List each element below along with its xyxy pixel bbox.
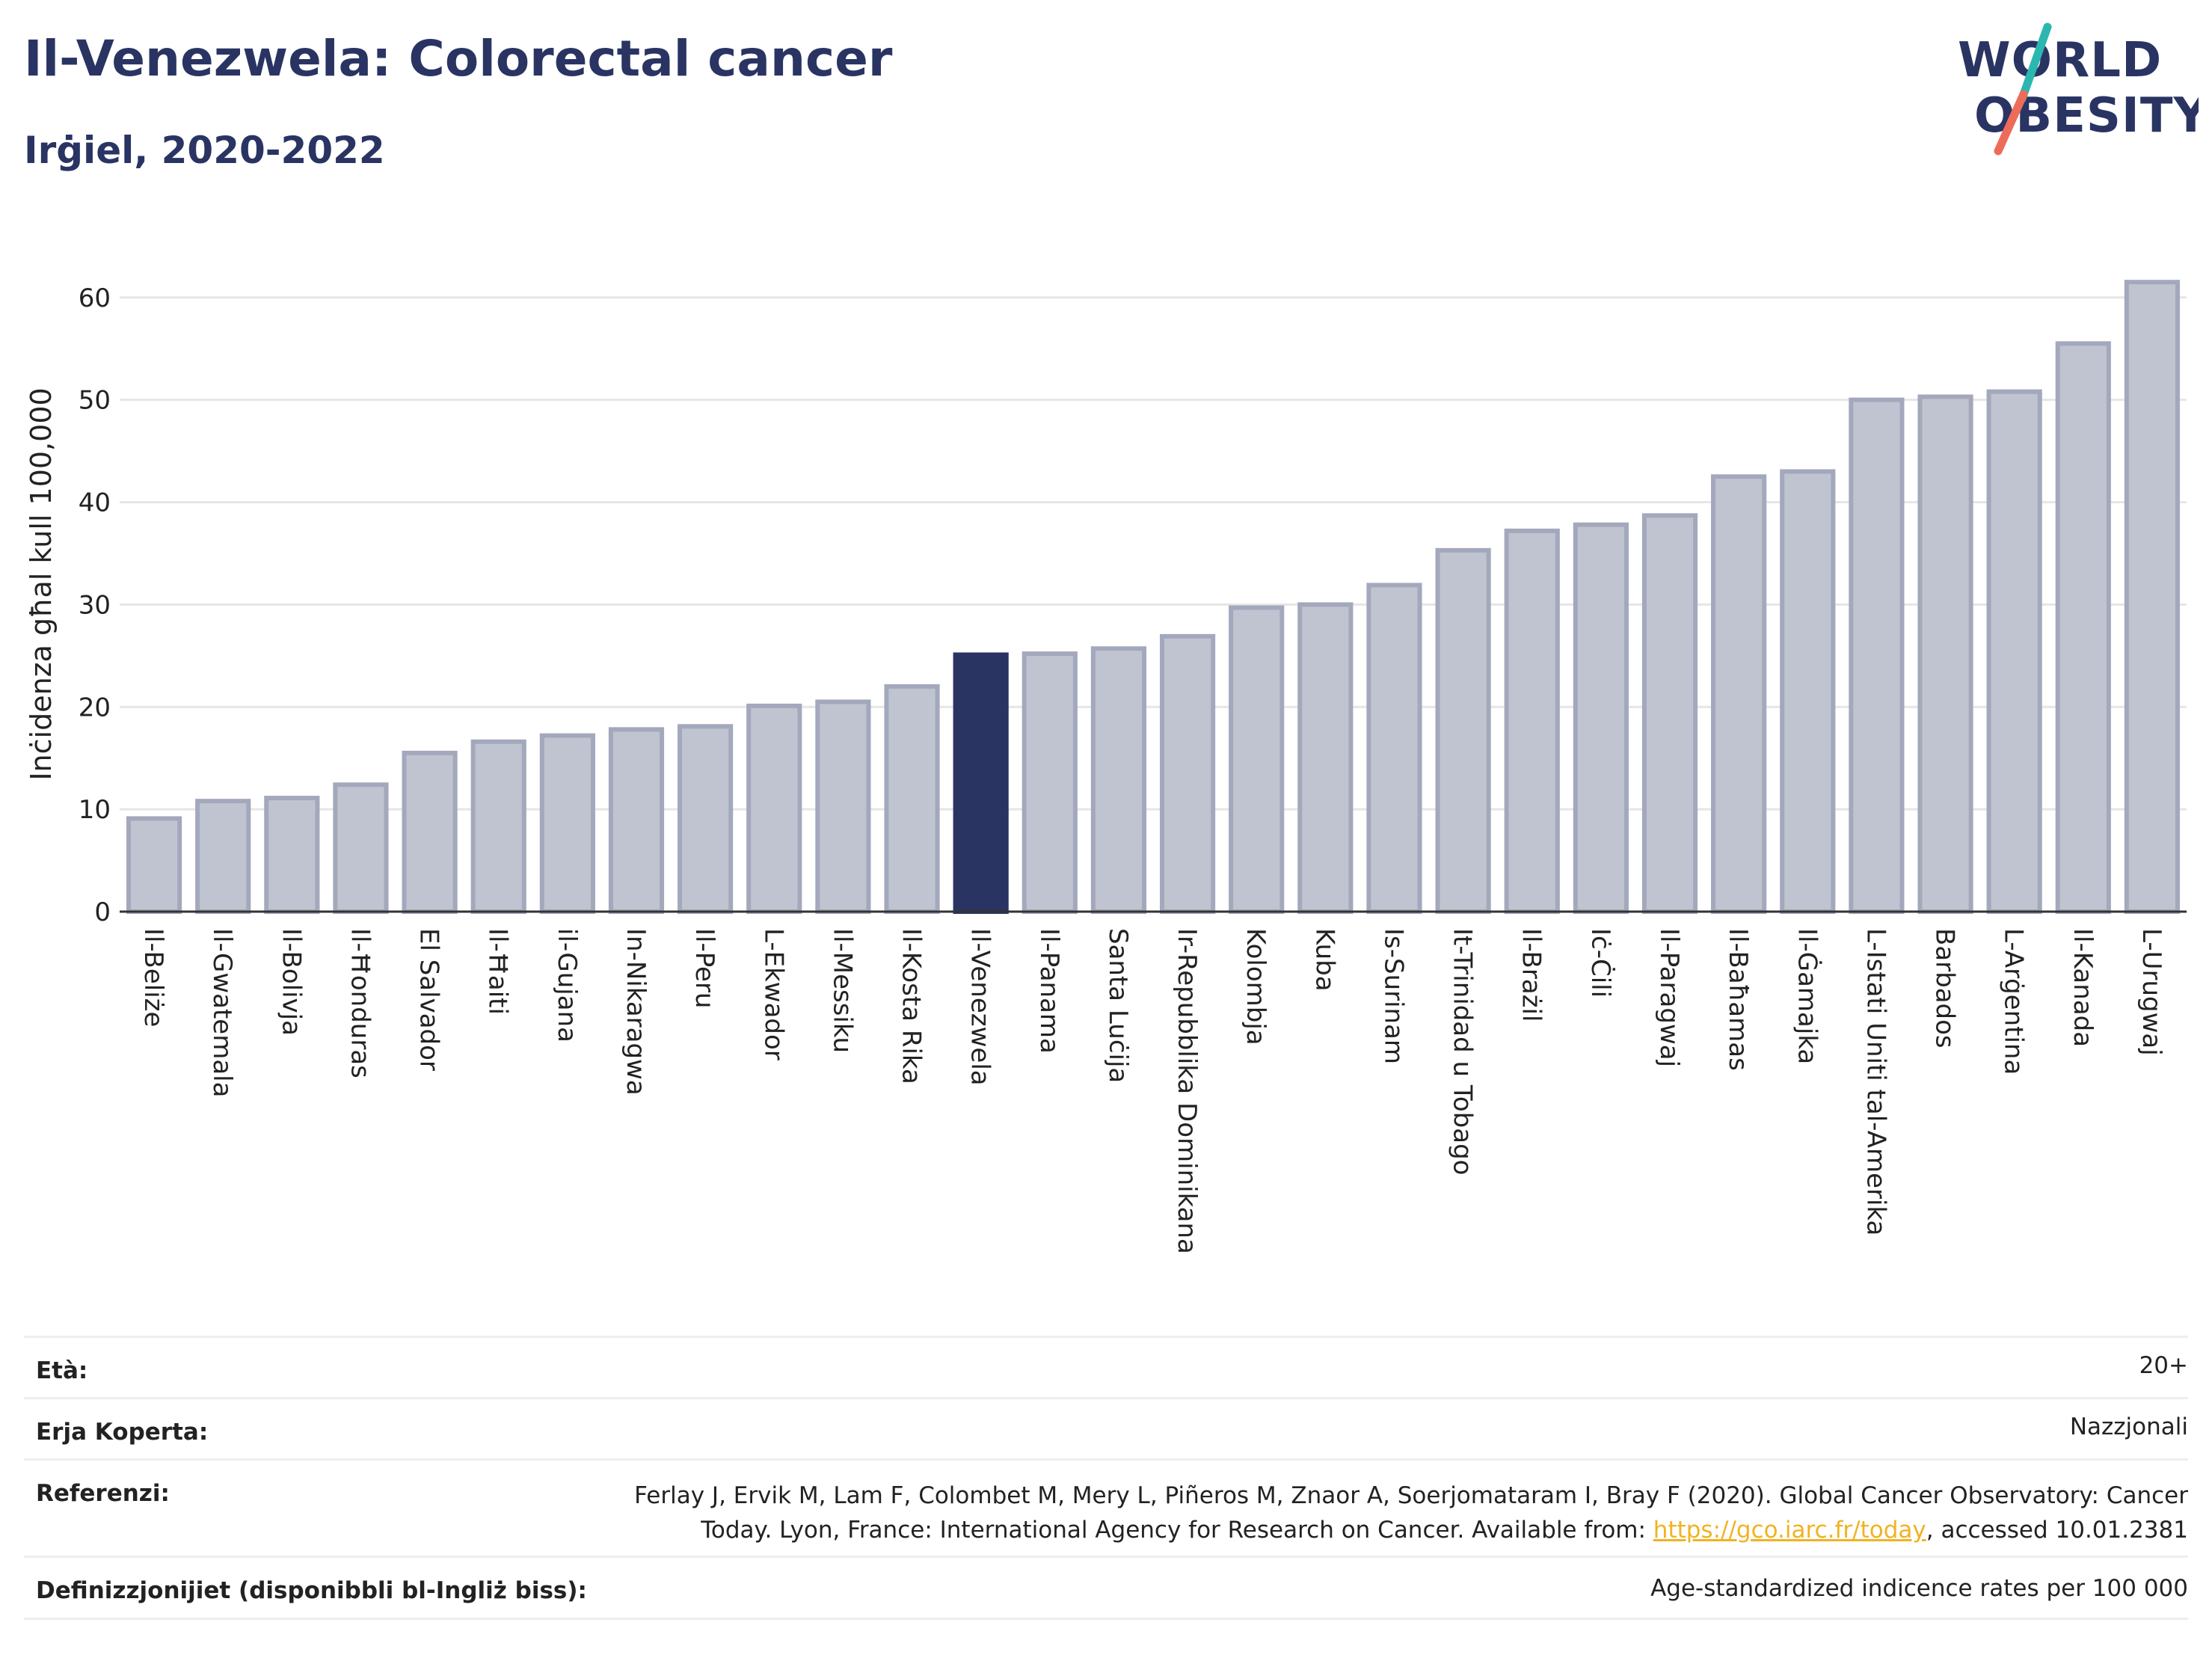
bar: [2124, 280, 2181, 914]
bar: [1711, 474, 1767, 914]
x-tick-label: Kolombja: [1241, 928, 1271, 1045]
bar: [1849, 397, 1905, 914]
grid-lines: [120, 296, 2187, 811]
bar: [2055, 341, 2111, 914]
coverage-value: Nazzjonali: [2069, 1413, 2188, 1440]
chart-title: Il-Venezwela: Colorectal cancer: [24, 30, 893, 87]
bar: [678, 724, 734, 914]
x-tick-label: Il-Panama: [1034, 928, 1064, 1054]
x-tick-label: Il-Kosta Rika: [897, 928, 927, 1084]
references-line-2-pre: Today. Lyon, France: International Agenc…: [701, 1517, 1653, 1544]
references-link[interactable]: https://gco.iarc.fr/today: [1653, 1517, 1926, 1544]
meta-row-coverage: Erja Koperta: Nazzjonali: [24, 1397, 2188, 1459]
bar: [1021, 651, 1078, 914]
x-tick-label: El Salvador: [414, 928, 444, 1071]
x-tick-label: Iċ-Ċili: [1585, 928, 1616, 998]
x-tick-label: Il-Messiku: [827, 928, 857, 1053]
x-tick-label: Il-Venezwela: [965, 928, 995, 1086]
x-tick-label: Barbados: [1930, 928, 1960, 1048]
logo-slash-teal: [2018, 22, 2052, 103]
x-tick-label: Il-Bolivja: [276, 928, 306, 1036]
logo-slash-coral: [1994, 90, 2028, 156]
bar: [402, 750, 458, 914]
y-tick-label: 40: [79, 488, 111, 518]
bar: [1090, 646, 1147, 914]
y-tick-label: 50: [79, 386, 111, 416]
x-tick-label: Il-Brażil: [1517, 928, 1546, 1022]
x-tick-label: Il-Paragwaj: [1654, 928, 1684, 1067]
age-label: Età:: [36, 1357, 88, 1384]
y-axis-ticks: 0 10 20 30 40 50 60: [79, 283, 111, 927]
x-tick-label: L-Arġentina: [1999, 928, 2029, 1075]
x-tick-label: Santa Luċija: [1103, 928, 1133, 1083]
bar: [746, 703, 802, 914]
x-tick-label: In-Nikaragwa: [621, 928, 651, 1096]
x-tick-label: L-Urugwaj: [2136, 928, 2166, 1056]
bar: [1229, 605, 1285, 914]
references-line-1: Ferlay J, Ervik M, Lam F, Colombet M, Me…: [634, 1482, 2188, 1509]
x-tick-label: Il-Ħaiti: [483, 928, 513, 1015]
y-tick-label: 20: [79, 693, 111, 722]
definitions-value: Age-standardized indicence rates per 100…: [1650, 1575, 2188, 1602]
world-obesity-logo: WORLD OBESITY: [1958, 22, 2199, 156]
bar: [195, 799, 251, 915]
x-tick-label: Is-Surinam: [1378, 928, 1408, 1064]
bar: [1573, 522, 1629, 914]
x-tick-label: Ir-Repubblika Dominikana: [1172, 928, 1202, 1254]
x-tick-label: il-Gujana: [552, 928, 582, 1043]
y-tick-label: 30: [79, 590, 111, 620]
bar: [815, 699, 871, 914]
x-tick-label: L-Ekwador: [758, 928, 788, 1060]
bar: [333, 782, 389, 915]
y-tick-label: 60: [79, 283, 111, 313]
references-line-2-post: , accessed 10.01.2381: [1926, 1517, 2188, 1544]
bars: [126, 280, 2181, 915]
references-text: Ferlay J, Ervik M, Lam F, Colombet M, Me…: [634, 1479, 2188, 1547]
x-tick-label: Il-Gwatemala: [207, 928, 237, 1097]
bar: [1297, 602, 1354, 914]
bar: [1366, 583, 1422, 915]
x-axis-labels: Il-Beliże Il-Gwatemala Il-Bolivja Il-Ħondur…: [138, 928, 2166, 1254]
bar: [1641, 513, 1698, 914]
x-tick-label: Il-Baħamas: [1723, 928, 1753, 1071]
x-tick-label: Il-Kanada: [2068, 928, 2098, 1047]
bar: [1435, 547, 1491, 914]
bar-chart: 0 10 20 30 40 50 60 Il-Beliże Il-Gwatemala Il-Bo…: [25, 280, 2187, 1254]
bar: [264, 796, 320, 914]
bar: [1159, 633, 1216, 915]
x-tick-label: Kuba: [1309, 928, 1339, 992]
y-axis-label: Inċidenza għal kull 100,000: [25, 387, 58, 780]
bar: [608, 727, 665, 914]
bar: [539, 733, 595, 915]
x-tick-label: Il-Ġamajka: [1792, 928, 1822, 1064]
bar: [1504, 528, 1560, 914]
bar: [470, 739, 526, 914]
x-tick-label: Il-Peru: [689, 928, 719, 1008]
bar: [1917, 394, 1973, 914]
definitions-label: Definizzjonijiet (disponibbli bl-Ingliż …: [36, 1577, 587, 1604]
x-tick-label: Il-Beliże: [138, 928, 168, 1027]
y-tick-label: 0: [94, 897, 111, 927]
meta-bottom-border: [24, 1618, 2188, 1620]
bar: [1780, 469, 1836, 914]
chart-subtitle: Irġiel, 2020-2022: [24, 129, 385, 172]
bar: [953, 652, 1009, 914]
bar: [1986, 389, 2042, 914]
coverage-label: Erja Koperta:: [36, 1419, 209, 1446]
meta-row-references: Referenzi: Ferlay J, Ervik M, Lam F, Col…: [24, 1458, 2188, 1556]
bar: [126, 816, 182, 914]
x-tick-label: Il-Ħonduras: [345, 928, 375, 1078]
x-tick-label: It-Trinidad u Tobago: [1448, 928, 1478, 1175]
references-label: Referenzi:: [36, 1480, 170, 1507]
x-tick-label: L-Istati Uniti tal-Amerika: [1861, 928, 1890, 1235]
age-value: 20+: [2139, 1352, 2188, 1379]
logo-word-world: WORLD: [1958, 33, 2162, 88]
references-line-2: Today. Lyon, France: International Agenc…: [634, 1513, 2188, 1547]
bar: [884, 684, 940, 914]
meta-row-age: Età: 20+: [24, 1336, 2188, 1398]
meta-row-definitions: Definizzjonijiet (disponibbli bl-Ingliż …: [24, 1556, 2188, 1619]
y-tick-label: 10: [79, 795, 111, 825]
